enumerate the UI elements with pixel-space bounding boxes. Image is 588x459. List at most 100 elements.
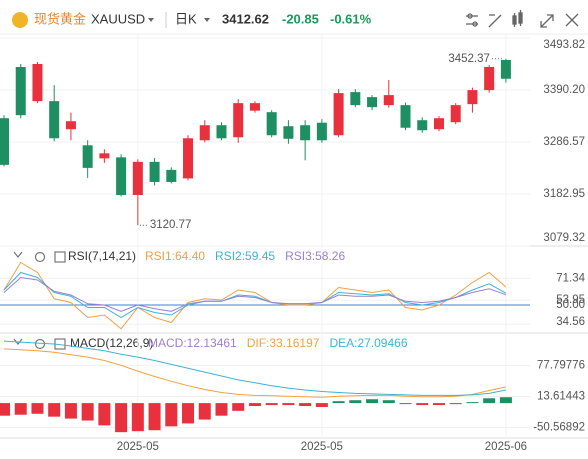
histogram-bar [332, 401, 345, 404]
dropdown-arrow[interactable] [204, 18, 210, 22]
candle-body [484, 67, 495, 91]
histogram-bar [499, 397, 512, 404]
y-tick-label: 53.95 [556, 294, 585, 306]
legend-entry: RSI2:59.45 [215, 249, 275, 263]
settings-icon[interactable] [34, 251, 46, 263]
candle-body [49, 101, 60, 139]
histogram-bar [115, 403, 128, 433]
candle-body [149, 161, 160, 182]
candle-body [266, 112, 277, 136]
candle-body [350, 92, 361, 106]
legend-entry: DEA:27.09466 [329, 336, 407, 350]
candle-body [82, 145, 93, 168]
collapse-icon[interactable] [13, 338, 23, 345]
indicator-line [3, 340, 506, 396]
histogram-bar [299, 403, 312, 407]
candle-body [0, 118, 9, 165]
y-tick-label: 71.34 [556, 272, 585, 284]
y-tick-label: 50.00 [556, 299, 585, 311]
y-tick-label: 3182.95 [543, 188, 585, 200]
candle-body [400, 105, 411, 128]
y-tick-label: 13.61443 [537, 391, 585, 403]
candle-body [32, 64, 43, 102]
low-annotation: 3120.77 [150, 219, 192, 231]
histogram-bar [382, 400, 395, 404]
histogram-bar [483, 398, 496, 404]
candle-body [283, 126, 294, 139]
x-tick-label: 2025-06 [485, 441, 527, 453]
symbol[interactable]: XAUUSD [91, 11, 145, 26]
legend-entry: RSI3:58.26 [285, 249, 345, 263]
settings-icon[interactable] [466, 13, 478, 27]
histogram-bar [265, 403, 278, 406]
histogram-bar [198, 403, 211, 420]
histogram-bar [349, 400, 362, 404]
change: -20.85 [282, 11, 319, 26]
x-tick-label: 2025-05 [117, 441, 159, 453]
candle-body [15, 67, 26, 116]
candle-body [99, 153, 110, 159]
y-tick-label: 34.56 [556, 316, 585, 328]
candle-body [216, 125, 227, 139]
indicator-line [3, 271, 507, 319]
indicator-title: RSI(7,14,21) [68, 249, 136, 263]
histogram-bar [215, 403, 228, 416]
close-icon[interactable] [565, 13, 579, 27]
indicator-title: MACD(12,26,9) [70, 336, 153, 350]
candle-body [183, 138, 194, 179]
collapse-icon[interactable] [13, 251, 23, 258]
y-tick-label: 3390.20 [543, 84, 585, 96]
candle-body [500, 59, 511, 79]
histogram-bar [315, 403, 328, 407]
legend-entry: DIF:33.16197 [247, 336, 320, 350]
candle-body [199, 125, 210, 141]
draw-icon[interactable] [488, 14, 502, 28]
dropdown-arrow[interactable] [148, 18, 154, 22]
change-percent: -0.61% [330, 11, 372, 26]
candle-body [65, 121, 76, 130]
toggle-icon[interactable] [54, 251, 66, 263]
legend-entry: RSI1:64.40 [145, 249, 205, 263]
candle-body [233, 103, 244, 138]
histogram-bar [165, 403, 178, 427]
candle-body [433, 118, 444, 130]
histogram-bar [48, 403, 61, 417]
y-tick-label: 77.79776 [537, 359, 585, 371]
histogram-bar [14, 403, 27, 415]
high-annotation: 3452.37 [448, 53, 490, 65]
candle-body [417, 120, 428, 131]
y-tick-label: 3493.82 [543, 39, 585, 51]
y-tick-label: -50.56892 [533, 422, 585, 434]
candle-body [132, 161, 143, 195]
histogram-bar [232, 403, 245, 411]
logo [12, 12, 28, 28]
histogram-bar [148, 403, 161, 431]
histogram-bar [399, 403, 412, 405]
candle-body [249, 103, 260, 111]
indicator-line [3, 348, 507, 398]
chart-type-icon[interactable] [512, 10, 523, 27]
period[interactable]: 日K [175, 11, 197, 26]
y-tick-label: 3286.57 [543, 136, 585, 148]
legend-entry: MACD:12.13461 [148, 336, 237, 350]
candle-body [116, 157, 127, 195]
histogram-bar [31, 403, 44, 414]
histogram-bar [366, 399, 379, 404]
candle-body [316, 122, 327, 141]
histogram-bar [131, 403, 144, 432]
histogram-bar [98, 403, 111, 426]
histogram-bar [182, 403, 195, 424]
candle-body [166, 169, 177, 182]
histogram-bar [81, 403, 94, 421]
histogram-bar [416, 403, 429, 406]
settings-icon[interactable] [34, 338, 46, 350]
candle-body [333, 93, 344, 136]
expand-icon[interactable] [540, 14, 554, 28]
instrument-name: 现货黄金 [34, 11, 86, 26]
x-tick-label: 2025-05 [301, 441, 343, 453]
histogram-bar [432, 403, 445, 406]
candle-body [450, 105, 461, 123]
histogram-bar [248, 403, 261, 407]
